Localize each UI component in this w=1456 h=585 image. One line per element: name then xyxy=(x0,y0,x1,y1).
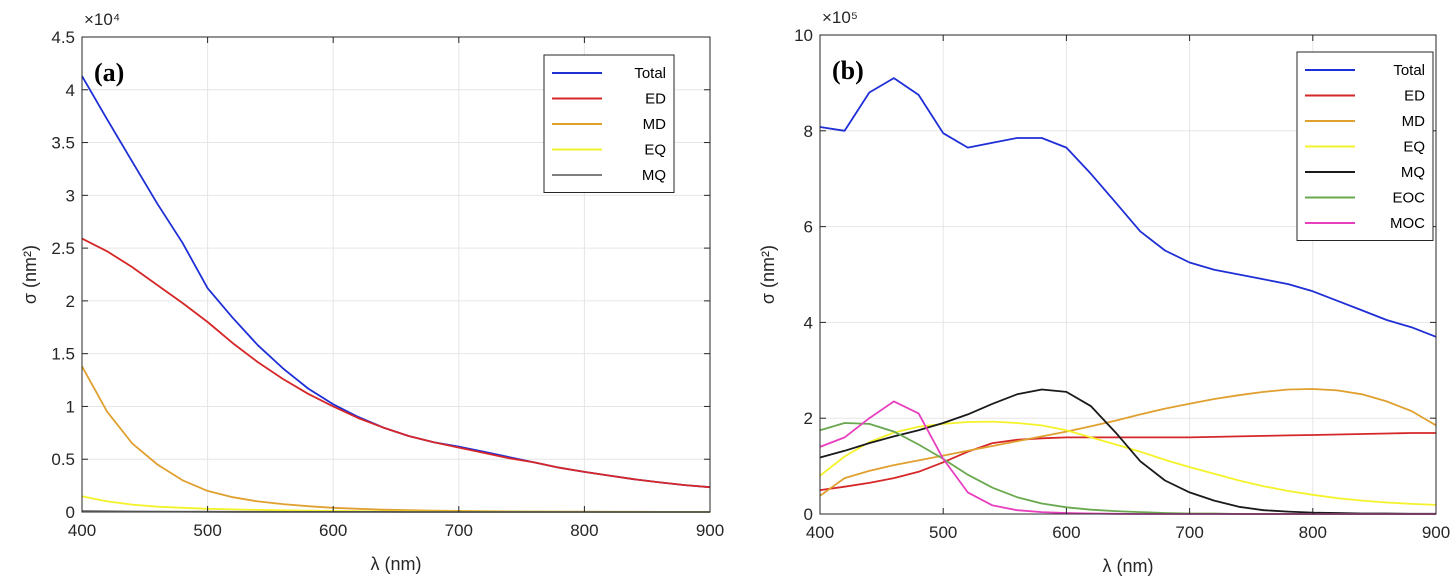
y-tick-label: 2 xyxy=(66,292,75,311)
y-tick-label: 3.5 xyxy=(51,134,75,153)
x-tick-label: 900 xyxy=(696,521,724,540)
x-tick-label: 400 xyxy=(806,523,834,542)
chart-panel-0: 400 500 600 700 800 900 0 0.5 1 1.5 2 2.5 3 3.5 4 4.5 ×1… xyxy=(20,10,724,574)
legend-label-eq: EQ xyxy=(1403,139,1425,156)
y-tick-label: 10 xyxy=(794,26,813,45)
legend-label-ed: ED xyxy=(1404,88,1425,105)
series-line-ed xyxy=(81,237,711,489)
y-exponent-label: ×10⁵ xyxy=(822,8,858,27)
x-tick-label: 400 xyxy=(68,521,96,540)
legend: Total ED MD EQ MQ EOC MOC xyxy=(1296,51,1434,241)
y-tick-label: 1.5 xyxy=(51,345,75,364)
panel-label: (b) xyxy=(832,56,864,85)
y-tick-label: 2 xyxy=(804,409,813,428)
x-tick-label: 500 xyxy=(929,523,957,542)
x-tick-label: 700 xyxy=(445,521,473,540)
x-tick-label: 500 xyxy=(193,521,221,540)
y-tick-label: 0.5 xyxy=(51,450,75,469)
legend-label-moc: MOC xyxy=(1390,215,1425,232)
legend: Total ED MD EQ MQ xyxy=(543,54,675,193)
legend-label-ed: ED xyxy=(645,91,666,108)
series-line-mq xyxy=(819,388,1436,515)
y-tick-label: 4.5 xyxy=(51,28,75,47)
y-tick-label: 4 xyxy=(804,313,813,332)
legend-label-eoc: EOC xyxy=(1392,190,1425,207)
x-tick-label: 600 xyxy=(319,521,347,540)
series-line-md xyxy=(81,365,710,513)
axes-frame xyxy=(819,34,1437,515)
axes-frame xyxy=(81,36,711,513)
y-tick-label: 1 xyxy=(66,397,75,416)
x-tick-label: 800 xyxy=(570,521,598,540)
legend-label-total: Total xyxy=(1393,62,1425,79)
y-exponent-label: ×10⁴ xyxy=(84,10,120,29)
y-axis-label: σ (nm²) xyxy=(758,245,778,304)
series-line-total xyxy=(819,77,1437,338)
panel-label: (a) xyxy=(94,58,124,87)
legend-label-total: Total xyxy=(634,65,666,82)
legend-label-mq: MQ xyxy=(1401,164,1425,181)
y-tick-label: 3 xyxy=(66,186,75,205)
legend-label-md: MD xyxy=(1402,113,1425,130)
y-tick-label: 0 xyxy=(66,503,75,522)
y-tick-label: 8 xyxy=(804,122,813,141)
legend-label-eq: EQ xyxy=(644,142,666,159)
x-axis-label: λ (nm) xyxy=(371,554,422,574)
chart-panel-1: 400 500 600 700 800 900 0 2 4 6 8 10 ×10⁵ λ (nm) σ (nm… xyxy=(758,8,1450,576)
y-tick-label: 0 xyxy=(804,505,813,524)
series-line-ed xyxy=(819,432,1436,491)
series-line-md xyxy=(819,388,1437,497)
y-axis-label: σ (nm²) xyxy=(20,245,40,304)
legend-label-md: MD xyxy=(643,116,666,133)
y-tick-label: 6 xyxy=(804,218,813,237)
x-axis-label: λ (nm) xyxy=(1103,556,1154,576)
x-tick-label: 700 xyxy=(1175,523,1203,542)
x-tick-label: 900 xyxy=(1422,523,1450,542)
y-tick-label: 4 xyxy=(66,81,75,100)
legend-label-mq: MQ xyxy=(642,167,666,184)
y-tick-label: 2.5 xyxy=(51,239,75,258)
x-tick-label: 600 xyxy=(1052,523,1080,542)
x-tick-label: 800 xyxy=(1299,523,1327,542)
